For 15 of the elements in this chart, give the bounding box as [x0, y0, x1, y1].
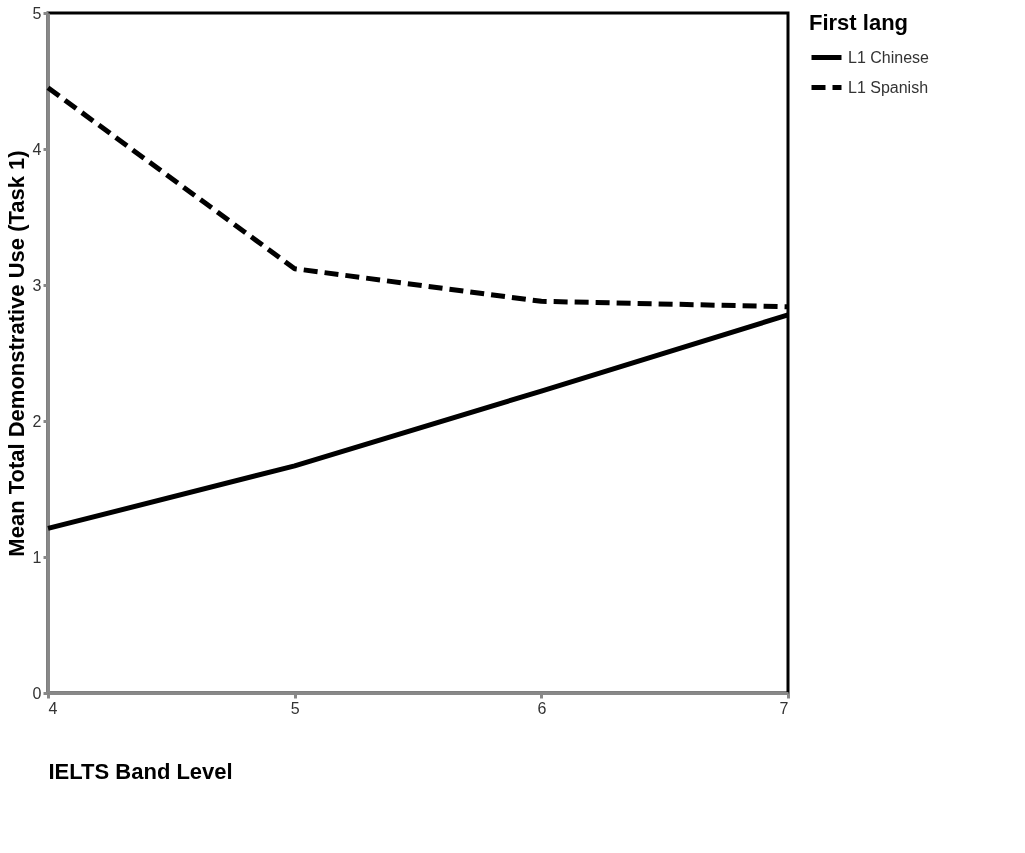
y-tick-label: 0	[32, 684, 42, 702]
y-tick-label: 4	[32, 140, 42, 158]
x-axis-title: IELTS Band Level	[48, 758, 233, 784]
x-tick-label: 5	[290, 699, 300, 717]
x-tick-label: 4	[48, 699, 58, 717]
y-tick-label: 5	[32, 4, 42, 22]
legend-title: First lang	[809, 10, 909, 35]
legend-label: L1 Chinese	[848, 48, 930, 66]
y-axis-title: Mean Total Demonstrative Use (Task 1)	[3, 150, 29, 557]
x-tick-label: 6	[537, 699, 547, 717]
x-tick-label: 7	[779, 699, 789, 717]
y-tick-label: 3	[32, 276, 42, 294]
legend-label: L1 Spanish	[848, 78, 929, 96]
y-tick-label: 2	[32, 412, 42, 430]
y-tick-label: 1	[32, 548, 42, 566]
